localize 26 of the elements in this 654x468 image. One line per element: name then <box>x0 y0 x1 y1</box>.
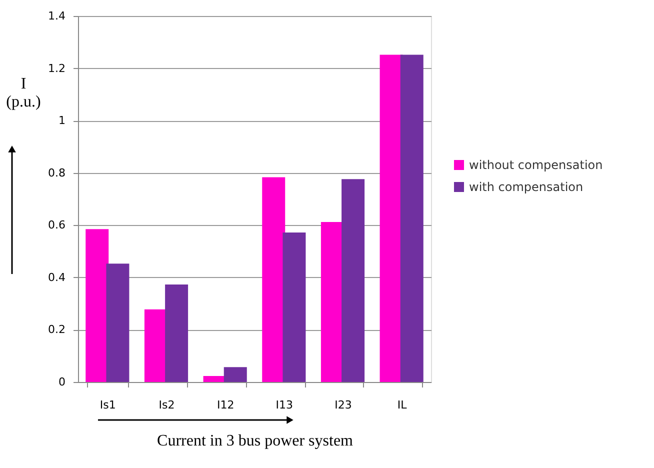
x-tick-label: I12 <box>216 398 234 412</box>
bar <box>224 367 247 382</box>
bar <box>400 54 424 382</box>
x-tick-label: I13 <box>276 398 294 412</box>
y-tick-label: 1.4 <box>48 10 66 22</box>
y-tick-label: 0 <box>58 376 66 388</box>
y-tick-label: 1.2 <box>48 62 66 75</box>
y-tick-label: 0.2 <box>48 323 66 336</box>
bar <box>282 232 306 382</box>
legend-label: with compensation <box>469 180 584 194</box>
bar <box>342 179 365 382</box>
x-tick-label: Is2 <box>158 398 175 412</box>
y-tick-label: 0.4 <box>48 270 66 284</box>
y-axis-title: I (p.u.) <box>6 76 41 110</box>
y-tick-label: 0.8 <box>48 166 66 180</box>
bar <box>262 177 286 382</box>
bar <box>86 229 109 382</box>
x-tick-label: I23 <box>334 398 352 412</box>
bar <box>106 264 130 382</box>
x-axis-title: Current in 3 bus power system <box>157 432 354 450</box>
legend-label: without compensation <box>469 158 603 172</box>
x-tick-label: IL <box>397 398 408 412</box>
y-tick-label: 0.6 <box>48 218 66 232</box>
x-tick-label: Is1 <box>100 398 116 412</box>
y-tick-label: 1 <box>58 114 66 128</box>
bar <box>165 284 188 382</box>
